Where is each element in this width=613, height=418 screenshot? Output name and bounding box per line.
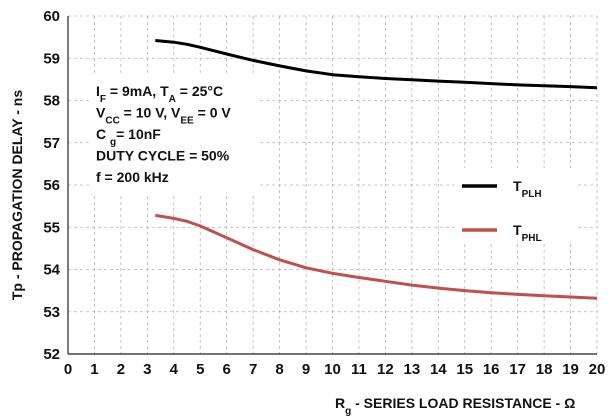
- condition-line: C g= 10nF: [96, 126, 161, 148]
- x-tick-label: 19: [562, 361, 579, 378]
- condition-line: f = 200 kHz: [96, 169, 169, 185]
- tick-labels: 0 1 2 3 4 5 6 7 8 9 10 11 12 13 14 15 16 17 18 19 2052535455…: [43, 8, 605, 378]
- condition-line: IF = 9mA, TA = 25°C: [96, 83, 223, 105]
- y-axis-title: Tp - PROPAGATION DELAY - ns: [9, 90, 25, 300]
- x-tick-label: 7: [249, 361, 257, 378]
- y-tick-label: 54: [43, 262, 60, 279]
- y-tick-label: 56: [43, 177, 60, 194]
- axes: [67, 16, 597, 355]
- x-tick-label: 15: [456, 361, 473, 378]
- legend-label-tphl: TPHL: [513, 222, 542, 244]
- x-axis-title: Rg - SERIES LOAD RESISTANCE - Ω: [335, 395, 575, 417]
- x-tick-label: 13: [404, 361, 421, 378]
- x-tick-label: 17: [509, 361, 526, 378]
- x-tick-label: 11: [351, 361, 367, 378]
- x-tick-label: 14: [430, 361, 447, 378]
- x-tick-label: 4: [170, 361, 179, 378]
- series-line-tphl: [155, 213, 598, 300]
- y-tick-label: 55: [43, 219, 60, 236]
- x-tick-label: 12: [377, 361, 394, 378]
- series-line-tplh: [155, 39, 598, 90]
- y-tick-label: 53: [43, 304, 60, 321]
- condition-line: DUTY CYCLE = 50%: [96, 148, 230, 164]
- x-tick-label: 16: [483, 361, 500, 378]
- x-tick-label: 8: [275, 361, 283, 378]
- x-tick-label: 0: [64, 361, 72, 378]
- y-tick-label: 57: [43, 135, 60, 152]
- x-tick-label: 1: [90, 361, 98, 378]
- x-tick-label: 6: [223, 361, 231, 378]
- x-tick-label: 20: [589, 361, 606, 378]
- y-tick-label: 59: [43, 50, 60, 67]
- x-tick-label: 18: [536, 361, 553, 378]
- legend-label-tplh: TPLH: [513, 178, 542, 200]
- condition-line: VCC = 10 V, VEE = 0 V: [96, 105, 231, 127]
- legend: TPLH TPHL: [455, 168, 575, 244]
- series-lines: [155, 39, 598, 300]
- x-tick-label: 3: [143, 361, 151, 378]
- y-tick-label: 60: [43, 8, 60, 25]
- axis-titles: Rg - SERIES LOAD RESISTANCE - Ω Tp - PROP…: [9, 90, 575, 417]
- x-tick-label: 5: [196, 361, 204, 378]
- y-tick-label: 58: [43, 93, 60, 110]
- x-tick-label: 10: [324, 361, 341, 378]
- annotation-background: [90, 75, 258, 195]
- x-tick-label: 2: [117, 361, 125, 378]
- x-tick-label: 9: [302, 361, 310, 378]
- y-tick-label: 52: [43, 346, 60, 363]
